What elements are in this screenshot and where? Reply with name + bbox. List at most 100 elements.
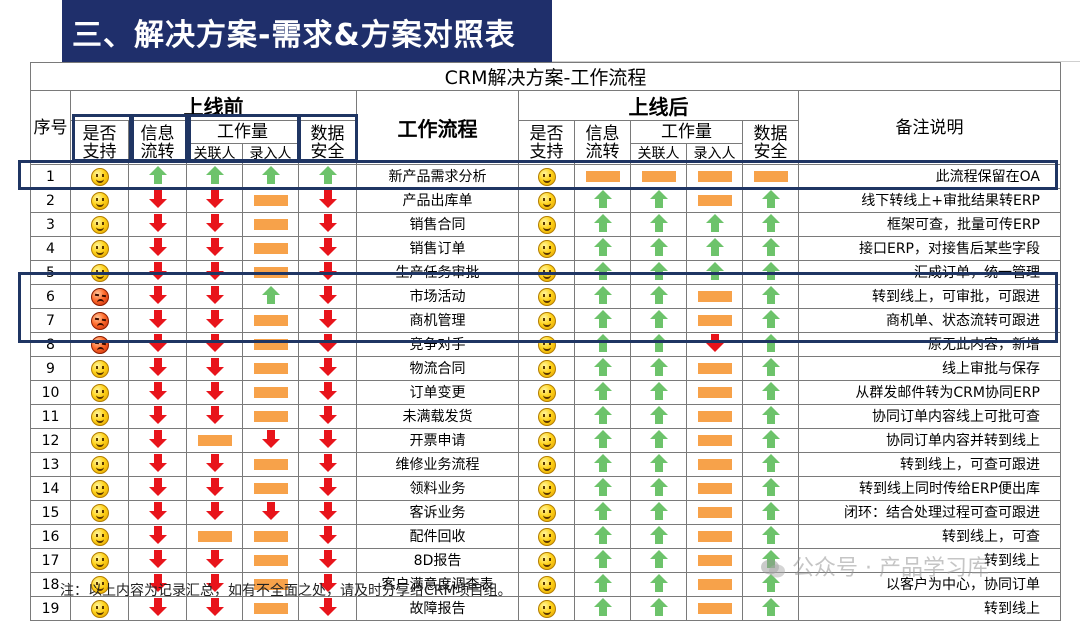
after-link-person-cell bbox=[630, 260, 687, 285]
after-support-cell bbox=[518, 548, 575, 573]
green-up-arrow-icon bbox=[593, 526, 613, 548]
after-data-security-cell bbox=[742, 284, 799, 309]
before-support-cell bbox=[70, 548, 129, 573]
after-support-cell bbox=[518, 476, 575, 501]
row-number: 2 bbox=[30, 188, 71, 213]
orange-bar-icon bbox=[253, 315, 288, 326]
green-up-arrow-icon bbox=[593, 382, 613, 404]
workflow-name: 客诉业务 bbox=[356, 500, 519, 525]
green-up-arrow-icon bbox=[649, 478, 669, 500]
workflow-name: 产品出库单 bbox=[356, 188, 519, 213]
workflow-table: CRM解决方案-工作流程 序号 上线前 工作流程 上线后 备注说明 是否 支持 信… bbox=[30, 62, 1061, 621]
after-entry-person-cell bbox=[686, 284, 743, 309]
red-down-arrow-icon bbox=[318, 190, 338, 212]
before-link-person-cell bbox=[186, 380, 243, 405]
orange-bar-icon bbox=[253, 195, 288, 206]
after-data-security-cell bbox=[742, 476, 799, 501]
before-link-person-cell bbox=[186, 284, 243, 309]
after-data-security-cell bbox=[742, 500, 799, 525]
red-down-arrow-icon bbox=[318, 526, 338, 548]
before-data-security-cell bbox=[298, 212, 357, 237]
red-down-arrow-icon bbox=[148, 382, 168, 404]
after-support-cell bbox=[518, 284, 575, 309]
before-data-security-cell bbox=[298, 284, 357, 309]
after-data-security-cell bbox=[742, 428, 799, 453]
before-info-flow-cell bbox=[128, 404, 187, 429]
before-info-flow-cell bbox=[128, 284, 187, 309]
green-up-arrow-icon bbox=[649, 286, 669, 308]
orange-bar-icon bbox=[253, 243, 288, 254]
green-up-arrow-icon bbox=[649, 334, 669, 356]
after-info-flow-cell bbox=[574, 380, 631, 405]
red-down-arrow-icon bbox=[148, 190, 168, 212]
green-up-arrow-icon bbox=[761, 358, 781, 380]
before-data-security-cell bbox=[298, 260, 357, 285]
before-workload-header: 工作量 bbox=[186, 120, 299, 144]
after-entry-person-header: 录入人 bbox=[686, 143, 743, 165]
before-entry-person-cell bbox=[242, 428, 299, 453]
before-support-cell bbox=[70, 524, 129, 549]
green-up-arrow-icon bbox=[761, 574, 781, 596]
note-text: 此流程保留在OA bbox=[798, 164, 1061, 189]
green-up-arrow-icon bbox=[761, 430, 781, 452]
table-row: 5 生产任务审批 汇成订单，统一管理 bbox=[30, 260, 1061, 285]
workflow-name: 生产任务审批 bbox=[356, 260, 519, 285]
note-text: 从群发邮件转为CRM协同ERP bbox=[798, 380, 1061, 405]
after-info-flow-cell bbox=[574, 284, 631, 309]
wechat-icon bbox=[761, 559, 785, 578]
after-info-flow-cell bbox=[574, 572, 631, 597]
smiley-face-icon bbox=[90, 215, 109, 234]
before-link-person-cell bbox=[186, 332, 243, 357]
green-up-arrow-icon bbox=[761, 238, 781, 260]
before-entry-person-cell bbox=[242, 356, 299, 381]
row-number: 6 bbox=[30, 284, 71, 309]
after-data-security-cell bbox=[742, 164, 799, 189]
green-up-arrow-icon bbox=[593, 550, 613, 572]
red-down-arrow-icon bbox=[148, 358, 168, 380]
orange-bar-icon bbox=[253, 363, 288, 374]
after-data-security-cell bbox=[742, 260, 799, 285]
orange-bar-icon bbox=[697, 507, 732, 518]
table-row: 1 新产品需求分析 此流程保留在OA bbox=[30, 164, 1061, 189]
before-info-flow-cell bbox=[128, 452, 187, 477]
red-down-arrow-icon bbox=[148, 406, 168, 428]
orange-bar-icon bbox=[697, 483, 732, 494]
before-support-cell bbox=[70, 188, 129, 213]
workflow-name: 市场活动 bbox=[356, 284, 519, 309]
green-up-arrow-icon bbox=[593, 262, 613, 284]
orange-bar-icon bbox=[697, 291, 732, 302]
green-up-arrow-icon bbox=[705, 238, 725, 260]
before-entry-person-cell bbox=[242, 332, 299, 357]
row-number: 17 bbox=[30, 548, 71, 573]
smiley-face-icon bbox=[90, 503, 109, 522]
before-link-person-cell bbox=[186, 188, 243, 213]
red-down-arrow-icon bbox=[148, 262, 168, 284]
before-entry-person-cell bbox=[242, 308, 299, 333]
before-support-cell bbox=[70, 164, 129, 189]
table-row: 12 开票申请 协同订单内容并转到线上 bbox=[30, 428, 1061, 453]
after-support-cell bbox=[518, 260, 575, 285]
after-info-flow-cell bbox=[574, 308, 631, 333]
smiley-face-icon bbox=[90, 407, 109, 426]
green-up-arrow-icon bbox=[761, 598, 781, 620]
before-support-cell bbox=[70, 212, 129, 237]
after-info-flow-cell bbox=[574, 404, 631, 429]
orange-bar-icon bbox=[585, 171, 620, 182]
after-info-flow-cell bbox=[574, 188, 631, 213]
after-support-cell bbox=[518, 236, 575, 261]
red-down-arrow-icon bbox=[318, 382, 338, 404]
orange-bar-icon bbox=[253, 483, 288, 494]
row-number: 7 bbox=[30, 308, 71, 333]
slide-title: 三、解决方案-需求&方案对照表 bbox=[72, 18, 516, 53]
before-link-person-header: 关联人 bbox=[186, 143, 243, 165]
after-data-security-cell bbox=[742, 212, 799, 237]
table-row: 11 未满载发货 协同订单内容线上可批可查 bbox=[30, 404, 1061, 429]
after-data-security-cell bbox=[742, 572, 799, 597]
before-link-person-cell bbox=[186, 404, 243, 429]
row-number: 1 bbox=[30, 164, 71, 189]
green-up-arrow-icon bbox=[761, 454, 781, 476]
note-text: 转到线上，可查可跟进 bbox=[798, 452, 1061, 477]
red-down-arrow-icon bbox=[318, 502, 338, 524]
smiley-face-icon bbox=[537, 383, 556, 402]
green-up-arrow-icon bbox=[649, 406, 669, 428]
